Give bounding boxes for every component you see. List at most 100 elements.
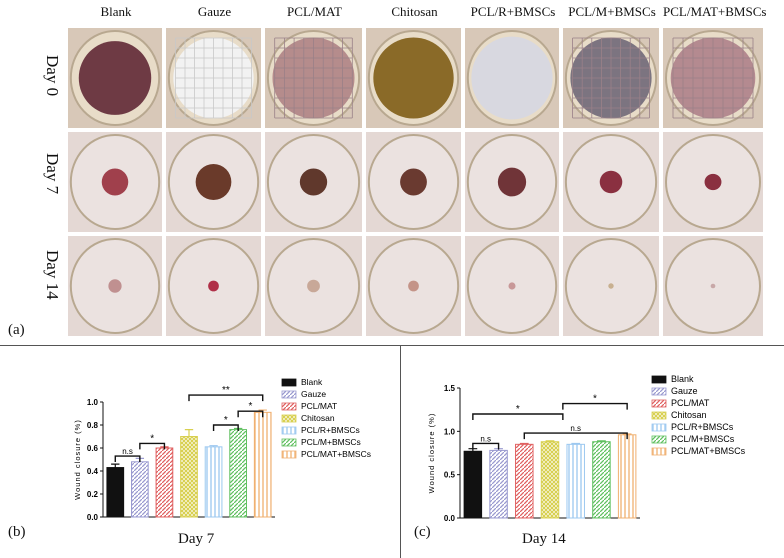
column-label-1: Gauze (197, 4, 232, 19)
legend-swatch-3 (651, 411, 667, 420)
significance-label-4: ** (222, 385, 230, 396)
wound-photo-r2-c1 (166, 236, 261, 336)
column-label-6: PCL/MAT+BMSCs (663, 4, 767, 19)
legend-swatch-3 (281, 414, 297, 423)
y-tick-label-2: 0.4 (87, 467, 99, 476)
wound-photo-r1-c5 (563, 132, 659, 232)
significance-label-2: * (516, 404, 520, 415)
legend-label-3: Chitosan (671, 410, 707, 420)
bar-2 (155, 447, 174, 518)
significance-label-1: n.s (122, 447, 133, 456)
error-bar-5 (597, 440, 606, 442)
legend-label-1: Gauze (671, 386, 698, 396)
legend-swatch-5 (281, 438, 297, 447)
wound-photo-r2-c2 (265, 236, 362, 336)
wound-photo-r0-c2 (265, 28, 362, 128)
legend-swatch-6 (281, 450, 297, 459)
legend-label-0: Blank (671, 374, 694, 384)
column-label-3: Chitosan (391, 4, 438, 19)
bar-2 (515, 443, 534, 519)
row-label-day14: Day 14 (43, 250, 62, 300)
panel-label-b: (b) (8, 524, 26, 540)
panel-divider-horizontal (0, 345, 784, 346)
error-bar-2 (519, 442, 529, 445)
wound-photo-r0-c5 (563, 28, 659, 128)
bar-4 (566, 443, 585, 519)
y-tick-label-0: 0.0 (87, 513, 99, 522)
chart-day14: 0.0 0.5 1.0 1.5 Wound closure (%) n.s n.s * * Bla… (427, 374, 746, 523)
significance-bracket-0 (139, 442, 166, 450)
significance-bracket-3 (562, 402, 628, 410)
legend-swatch-4 (651, 423, 667, 432)
y-tick-label-5: 1.0 (87, 398, 99, 407)
bar-6 (253, 411, 272, 518)
row-label-day7: Day 7 (43, 153, 62, 195)
significance-bracket-1 (523, 432, 628, 440)
legend-label-5: PCL/M+BMSCs (671, 434, 735, 444)
panel-divider-vertical (400, 345, 401, 558)
wound-photo-r0-c1 (166, 28, 261, 128)
bar-5 (592, 441, 611, 519)
legend-swatch-2 (281, 402, 297, 411)
wound-photo-r1-c6 (663, 132, 763, 232)
legend-label-1: Gauze (301, 389, 326, 399)
legend-label-5: PCL/M+BMSCs (301, 437, 361, 447)
wound-photo-r1-c1 (166, 132, 261, 232)
wound-photo-r2-c6 (663, 236, 763, 336)
chart-day7: 0.0 0.2 0.4 0.6 0.8 1.0 Wound closure (%) * n.s *… (73, 377, 371, 522)
bar-1 (489, 449, 508, 519)
significance-bracket-2 (212, 424, 239, 431)
y-tick-label-4: 0.8 (87, 421, 99, 430)
y-axis-label: Wound closure (%) (73, 419, 82, 500)
y-tick-label-0: 0.0 (444, 514, 456, 523)
legend-label-3: Chitosan (301, 413, 335, 423)
bar-3 (180, 436, 198, 518)
significance-label-0: * (150, 433, 154, 444)
significance-label-1: n.s (570, 424, 581, 433)
significance-label-3: * (248, 401, 252, 412)
legend-swatch-0 (651, 375, 667, 384)
y-tick-label-3: 0.6 (87, 444, 99, 453)
legend-swatch-1 (281, 390, 297, 399)
legend-label-4: PCL/R+BMSCs (671, 422, 734, 432)
wound-photo-r0-c3 (366, 28, 461, 128)
panel-label-c: (c) (414, 524, 431, 540)
wound-photo-r1-c3 (366, 132, 461, 232)
column-label-5: PCL/M+BMSCs (568, 4, 656, 19)
bar-4 (204, 446, 223, 518)
error-bar-4 (209, 445, 218, 447)
legend-label-2: PCL/MAT (301, 401, 337, 411)
wound-photo-r0-c6 (663, 28, 763, 128)
legend-label-4: PCL/R+BMSCs (301, 425, 360, 435)
bar-0 (463, 450, 483, 519)
chart-title-day14: Day 14 (522, 531, 566, 547)
error-bar-3 (184, 429, 194, 437)
significance-bracket-2 (472, 413, 564, 420)
wound-photo-r1-c0 (68, 132, 162, 232)
panel-label-a: (a) (8, 322, 25, 338)
y-tick-label-3: 1.5 (444, 384, 456, 393)
error-bar-0 (111, 463, 120, 468)
bar-3 (540, 441, 560, 519)
error-bar-3 (545, 440, 555, 442)
legend-swatch-0 (281, 378, 297, 387)
y-tick-label-2: 1.0 (444, 427, 456, 436)
legend-swatch-4 (281, 426, 297, 435)
legend-label-2: PCL/MAT (671, 398, 710, 408)
wound-photo-r1-c4 (465, 132, 559, 232)
significance-label-3: * (593, 394, 597, 405)
chart-title-day7: Day 7 (178, 531, 215, 547)
significance-label-2: * (224, 415, 228, 426)
row-label-day0: Day 0 (43, 55, 62, 97)
wound-photo-r2-c3 (366, 236, 461, 336)
bar-6 (617, 434, 637, 519)
y-tick-label-1: 0.5 (444, 471, 456, 480)
significance-label-0: n.s (480, 434, 491, 443)
wound-photo-r0-c4 (465, 28, 559, 128)
y-tick-label-1: 0.2 (87, 490, 99, 499)
wound-photo-r2-c5 (563, 236, 659, 336)
column-label-0: Blank (100, 4, 132, 19)
significance-bracket-3 (237, 410, 264, 418)
significance-bracket-4 (188, 394, 264, 402)
bar-0 (106, 467, 125, 518)
